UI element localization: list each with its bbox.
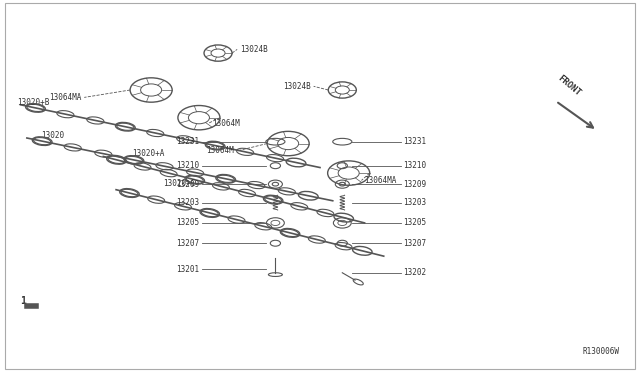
Text: 13020+B: 13020+B [17, 97, 49, 107]
Text: 13203: 13203 [403, 198, 426, 207]
Text: R130006W: R130006W [582, 347, 620, 356]
Text: 13020+A: 13020+A [132, 149, 164, 158]
Text: 13024B: 13024B [283, 82, 310, 91]
Text: 13064M: 13064M [206, 147, 234, 155]
Text: 13209: 13209 [176, 180, 199, 189]
Text: 13064MA: 13064MA [49, 93, 81, 102]
Text: 13231: 13231 [403, 137, 426, 146]
Text: FRONT: FRONT [556, 73, 582, 97]
Text: 13231: 13231 [176, 137, 199, 146]
Text: 13020: 13020 [41, 131, 64, 140]
Text: 13064MA: 13064MA [365, 176, 397, 185]
Text: 13207: 13207 [176, 239, 199, 248]
Text: 13024B: 13024B [241, 45, 268, 54]
Text: 13210: 13210 [176, 161, 199, 170]
Text: 13205: 13205 [403, 218, 426, 227]
Text: 13209: 13209 [403, 180, 426, 189]
Text: 13064M: 13064M [212, 119, 239, 128]
Text: 13205: 13205 [176, 218, 199, 227]
Text: 13210: 13210 [403, 161, 426, 170]
Text: 1: 1 [20, 296, 26, 306]
Text: 13207: 13207 [403, 239, 426, 248]
Text: 13201: 13201 [176, 264, 199, 273]
Text: 13202: 13202 [403, 268, 426, 277]
Text: 13203: 13203 [176, 198, 199, 207]
Text: 13020+C: 13020+C [164, 179, 196, 188]
